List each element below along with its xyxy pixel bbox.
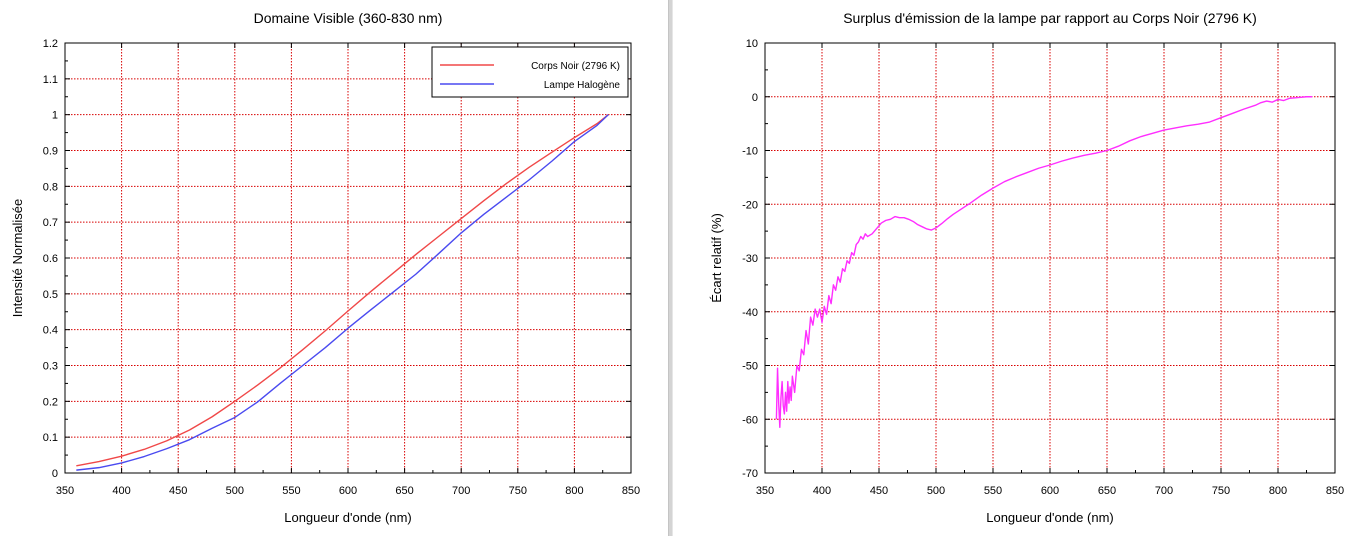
y-tick-label: 0 <box>52 468 58 480</box>
x-tick-label: 550 <box>984 485 1002 497</box>
y-tick-label: -30 <box>742 253 758 265</box>
y-tick-label: -50 <box>742 361 758 373</box>
x-axis-label: Longueur d'onde (nm) <box>284 510 412 525</box>
chart-panel-emission-surplus: 350 400 450 500 550 600 650 700 750 800 850 -70 -60 -… <box>673 0 1354 536</box>
y-tick-label: -20 <box>742 199 758 211</box>
y-tick-label: 0.8 <box>43 181 58 193</box>
x-tick-label: 450 <box>169 485 187 497</box>
y-tick-label: 1.2 <box>43 38 58 50</box>
x-tick-label: 700 <box>1155 485 1173 497</box>
legend-box <box>431 46 629 98</box>
x-tick-label: 400 <box>813 485 831 497</box>
x-tick-label: 550 <box>282 485 300 497</box>
legend: Corps Noir (2796 K) Lampe Halogène <box>431 46 629 98</box>
x-tick-label: 450 <box>870 485 888 497</box>
x-tick-label: 800 <box>565 485 583 497</box>
x-tick-label: 750 <box>509 485 527 497</box>
y-axis-label: Intensité Normalisée <box>10 199 25 318</box>
y-tick-label: 0.7 <box>43 217 58 229</box>
y-tick-label: 0.6 <box>43 253 58 265</box>
chart-title: Domaine Visible (360-830 nm) <box>254 10 443 26</box>
legend-label-1: Corps Noir (2796 K) <box>531 61 620 72</box>
chart-visible-domain: 350 400 450 500 550 600 650 700 750 800 850 0 0.1 0.2… <box>10 10 640 525</box>
chart-emission-surplus: 350 400 450 500 550 600 650 700 750 800 850 -70 -60 -… <box>709 10 1344 525</box>
y-tick-label: 1 <box>52 110 58 122</box>
x-tick-label: 700 <box>452 485 470 497</box>
y-tick-label: 1.1 <box>43 74 58 86</box>
x-tick-label: 600 <box>339 485 357 497</box>
y-tick-label: 0 <box>752 92 758 104</box>
y-tick-label: 0.1 <box>43 432 58 444</box>
y-tick-label: 0.2 <box>43 396 58 408</box>
chart-title: Surplus d'émission de la lampe par rappo… <box>843 10 1257 26</box>
y-tick-label: 10 <box>746 38 758 50</box>
x-tick-label: 500 <box>226 485 244 497</box>
x-tick-label: 400 <box>112 485 130 497</box>
gridlines <box>65 43 631 473</box>
y-tick-label: -10 <box>742 146 758 158</box>
y-tick-label: -70 <box>742 468 758 480</box>
x-tick-label: 750 <box>1212 485 1230 497</box>
y-tick-label: 0.3 <box>43 361 58 373</box>
series-line-1 <box>775 96 1313 429</box>
x-tick-label: 350 <box>756 485 774 497</box>
chart-panel-visible-domain: 350 400 450 500 550 600 650 700 750 800 850 0 0.1 0.2… <box>0 0 668 536</box>
panel-separator[interactable] <box>668 0 673 536</box>
x-tick-label: 850 <box>622 485 640 497</box>
x-tick-label: 500 <box>927 485 945 497</box>
y-tick-label: 0.9 <box>43 146 58 158</box>
x-tick-label: 650 <box>1098 485 1116 497</box>
y-tick-label: -40 <box>742 307 758 319</box>
x-axis-label: Longueur d'onde (nm) <box>986 510 1114 525</box>
x-tick-label: 850 <box>1326 485 1344 497</box>
legend-label-2: Lampe Halogène <box>544 80 621 91</box>
y-tick-label: -60 <box>742 414 758 426</box>
y-tick-label: 0.5 <box>43 289 58 301</box>
x-tick-label: 650 <box>395 485 413 497</box>
series-line-2 <box>76 114 609 471</box>
x-tick-label: 800 <box>1269 485 1287 497</box>
series-line-1 <box>76 114 609 467</box>
gridlines <box>765 43 1335 473</box>
x-tick-label: 350 <box>56 485 74 497</box>
y-axis-label: Écart relatif (%) <box>709 213 724 303</box>
y-tick-label: 0.4 <box>43 325 58 337</box>
x-tick-label: 600 <box>1041 485 1059 497</box>
